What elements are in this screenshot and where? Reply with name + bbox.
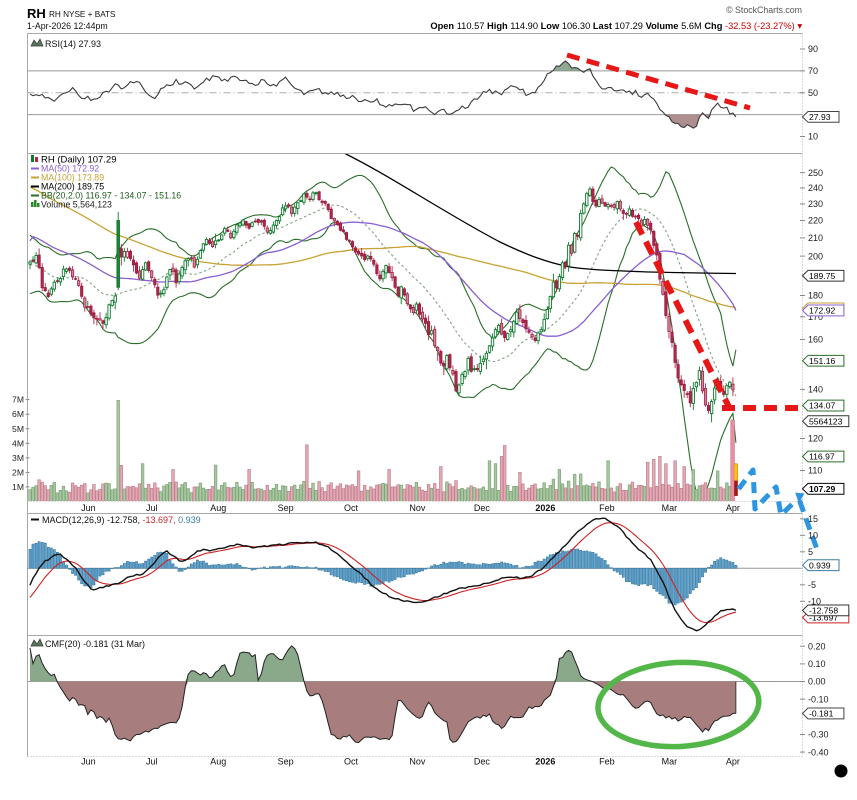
svg-text:151.16: 151.16: [809, 356, 836, 366]
svg-text:MA(50) 172.92: MA(50) 172.92: [41, 164, 99, 174]
svg-text:Sep: Sep: [278, 503, 294, 513]
svg-text:10: 10: [808, 132, 818, 142]
svg-text:140: 140: [808, 385, 823, 395]
svg-text:15: 15: [808, 514, 818, 524]
svg-text:Dec: Dec: [474, 757, 491, 767]
svg-text:Nov: Nov: [409, 503, 426, 513]
svg-text:200: 200: [808, 251, 823, 261]
svg-text:5M: 5M: [12, 424, 24, 434]
svg-text:RSI(14) 27.93: RSI(14) 27.93: [45, 39, 101, 49]
svg-text:Jul: Jul: [146, 757, 158, 767]
svg-text:Oct: Oct: [344, 757, 359, 767]
svg-text:2026: 2026: [535, 757, 555, 767]
svg-text:2M: 2M: [12, 467, 24, 477]
svg-text:-0.181: -0.181: [809, 709, 834, 719]
svg-text:240: 240: [808, 183, 823, 193]
svg-text:Sep: Sep: [278, 757, 294, 767]
svg-text:70: 70: [808, 66, 818, 76]
svg-text:134.07: 134.07: [809, 401, 836, 411]
svg-text:Volume 5,564,123: Volume 5,564,123: [41, 200, 112, 210]
svg-text:180: 180: [808, 291, 823, 301]
svg-text:210: 210: [808, 233, 823, 243]
svg-text:10: 10: [808, 531, 818, 541]
svg-text:-5: -5: [808, 580, 816, 590]
svg-text:110: 110: [808, 466, 822, 476]
svg-text:MACD(12,26,9) -12.758, -13.697: MACD(12,26,9) -12.758, -13.697, 0.939: [42, 515, 201, 525]
svg-text:6M: 6M: [12, 409, 24, 419]
svg-text:230: 230: [808, 199, 823, 209]
svg-text:1-Apr-2026 12:44pm: 1-Apr-2026 12:44pm: [27, 21, 108, 31]
svg-text:2026: 2026: [535, 503, 555, 513]
svg-text:RH NYSE + BATS: RH NYSE + BATS: [49, 10, 116, 19]
svg-text:160: 160: [808, 335, 823, 345]
svg-text:Jun: Jun: [81, 757, 96, 767]
svg-text:90: 90: [808, 44, 818, 54]
svg-text:-0.40: -0.40: [808, 747, 829, 757]
svg-text:CMF(20) -0.181 (31 Mar): CMF(20) -0.181 (31 Mar): [45, 639, 145, 649]
svg-text:Aug: Aug: [210, 503, 226, 513]
svg-text:170: 170: [808, 312, 823, 322]
svg-text:1M: 1M: [12, 482, 24, 492]
svg-text:0.939: 0.939: [809, 560, 831, 570]
svg-text:-0.10: -0.10: [808, 694, 829, 704]
svg-text:5564123: 5564123: [809, 416, 843, 426]
svg-text:© StockCharts.com: © StockCharts.com: [726, 5, 802, 15]
svg-text:-12.758: -12.758: [809, 606, 838, 616]
svg-text:Jul: Jul: [146, 503, 158, 513]
svg-text:Oct: Oct: [344, 503, 359, 513]
svg-text:Dec: Dec: [474, 503, 491, 513]
svg-text:Open 110.57 High 114.90 Low 10: Open 110.57 High 114.90 Low 106.30 Last …: [430, 21, 802, 31]
svg-text:MA(200) 189.75: MA(200) 189.75: [41, 182, 104, 192]
svg-text:7M: 7M: [12, 395, 24, 405]
svg-text:0.10: 0.10: [808, 659, 826, 669]
svg-text:50: 50: [808, 88, 818, 98]
svg-text:RH (Daily) 107.29: RH (Daily) 107.29: [41, 155, 117, 166]
svg-text:Aug: Aug: [210, 757, 226, 767]
svg-text:Apr: Apr: [726, 757, 740, 767]
svg-text:172.92: 172.92: [809, 306, 836, 316]
svg-text:107.29: 107.29: [809, 484, 836, 494]
svg-text:250: 250: [808, 168, 823, 178]
svg-text:4M: 4M: [12, 438, 24, 448]
svg-text:0.00: 0.00: [808, 677, 826, 687]
svg-text:Feb: Feb: [599, 503, 615, 513]
svg-text:-10: -10: [808, 597, 821, 607]
svg-text:RH: RH: [27, 6, 46, 21]
svg-text:116.97: 116.97: [809, 452, 835, 462]
svg-text:27.93: 27.93: [809, 112, 831, 122]
svg-text:Mar: Mar: [662, 503, 678, 513]
svg-text:-0.30: -0.30: [808, 730, 829, 740]
svg-text:120: 120: [808, 434, 823, 444]
svg-text:Jun: Jun: [81, 503, 96, 513]
svg-text:Nov: Nov: [409, 757, 426, 767]
svg-text:3M: 3M: [12, 453, 24, 463]
svg-text:220: 220: [808, 216, 823, 226]
svg-text:-13.697: -13.697: [809, 613, 838, 623]
svg-text:BB(20,2.0) 116.97 - 134.07 - 1: BB(20,2.0) 116.97 - 134.07 - 151.16: [41, 191, 181, 201]
svg-text:189.75: 189.75: [809, 271, 836, 281]
svg-text:MA(100) 173.89: MA(100) 173.89: [41, 173, 104, 183]
svg-text:Mar: Mar: [662, 757, 678, 767]
svg-text:5: 5: [808, 547, 813, 557]
svg-text:Apr: Apr: [726, 503, 740, 513]
svg-text:Feb: Feb: [599, 757, 615, 767]
svg-text:0.20: 0.20: [808, 641, 826, 651]
